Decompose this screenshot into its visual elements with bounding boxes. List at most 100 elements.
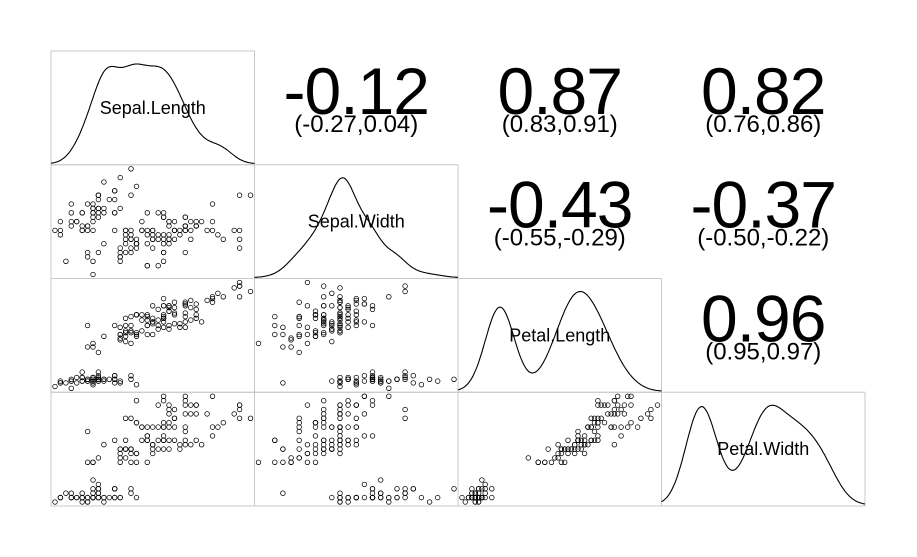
scatter-point: [312, 330, 319, 336]
scatter-point: [329, 338, 335, 345]
scatter-point: [465, 494, 472, 501]
scatter-point: [562, 459, 568, 465]
scatter-point: [139, 328, 145, 334]
scatter-point: [410, 380, 416, 386]
scatter-point: [581, 437, 588, 443]
scatter-point: [272, 459, 278, 465]
scatter-point: [337, 380, 343, 386]
scatter-point: [575, 428, 581, 435]
scatter-point: [166, 406, 172, 413]
scatter-point: [128, 166, 134, 172]
scatter-point: [117, 450, 123, 457]
scatter-point: [133, 333, 140, 339]
scatter-point: [329, 322, 335, 329]
scatter-point: [122, 455, 129, 461]
scatter-point: [247, 192, 254, 198]
scatter-point: [128, 322, 134, 329]
scatter-point: [558, 450, 565, 457]
scatter-point: [166, 437, 172, 443]
scatter-point: [68, 376, 74, 382]
scatter-point: [122, 437, 129, 443]
scatter-point: [621, 411, 628, 417]
scatter-point: [177, 227, 183, 234]
scatter-point: [204, 297, 210, 304]
scatter-point: [618, 424, 624, 430]
scatter-point: [160, 437, 167, 443]
scatter-point: [288, 335, 294, 341]
scatter-point: [418, 382, 425, 388]
scatter-point: [345, 306, 351, 313]
scatter-point: [410, 373, 416, 379]
scatter-point: [84, 376, 91, 382]
scatter-point: [215, 232, 221, 238]
scatter-point: [182, 313, 188, 320]
scatter-point: [193, 306, 199, 313]
scatter-point: [133, 331, 140, 338]
scatter-point: [139, 312, 145, 318]
scatter-point: [378, 374, 384, 381]
scatter-point: [171, 406, 178, 413]
scatter-point: [166, 303, 172, 309]
scatter-point: [133, 312, 140, 318]
scatter-point: [353, 312, 359, 318]
scatter-point: [155, 236, 161, 242]
scatter-point: [236, 294, 243, 300]
scatter-point: [296, 420, 302, 426]
scatter-point: [171, 236, 178, 242]
scatter-point: [378, 376, 384, 382]
scatter-panel-petal-width-vs-sepal-width: [254, 391, 459, 507]
scatter-point: [337, 310, 343, 316]
scatter-point: [648, 415, 654, 421]
scatter-point: [337, 304, 343, 311]
scatter-point: [144, 424, 150, 430]
scatter-point: [337, 285, 343, 291]
scatter-point: [182, 301, 188, 307]
scatter-point: [558, 459, 565, 465]
scatter-point: [426, 376, 433, 382]
scatter-point: [361, 301, 368, 307]
scatter-point: [101, 378, 107, 384]
scatter-point: [182, 402, 188, 408]
scatter-point: [90, 271, 96, 278]
scatter-point: [171, 304, 178, 311]
confidence-interval: (-0.55,-0.29): [494, 225, 626, 252]
scatter-point: [369, 433, 376, 439]
scatter-point: [150, 442, 156, 448]
scatter-point: [378, 378, 384, 384]
scatter-point: [451, 486, 457, 492]
scatter-point: [345, 374, 351, 381]
scatter-point: [90, 459, 96, 465]
scatter-point: [555, 442, 561, 448]
scatter-point: [150, 424, 156, 430]
scatter-point: [361, 378, 368, 384]
scatter-point: [160, 324, 167, 330]
scatter-point: [296, 315, 302, 321]
scatter-point: [337, 378, 343, 384]
scatter-point: [601, 420, 608, 426]
scatter-point: [122, 330, 129, 336]
scatter-point: [353, 374, 359, 381]
scatter-point: [117, 331, 123, 338]
scatter-point: [182, 249, 188, 256]
scatter-point: [160, 446, 167, 452]
scatter-point: [95, 455, 102, 461]
scatter-point: [182, 393, 188, 399]
scatter-point: [79, 369, 85, 375]
scatter-point: [272, 437, 278, 443]
scatter-point: [57, 227, 64, 234]
scatter-point: [272, 331, 278, 338]
scatter-point: [144, 210, 150, 216]
scatter-point: [548, 459, 555, 465]
scatter-point: [479, 494, 485, 501]
scatter-point: [188, 227, 194, 234]
scatter-point: [128, 376, 134, 382]
scatter-panel-petal-length-vs-sepal-width: [254, 278, 459, 393]
scatter-point: [578, 442, 584, 448]
scatter-point: [591, 437, 598, 443]
scatter-point: [353, 437, 359, 443]
scatter-point: [296, 349, 302, 356]
scatter-point: [615, 393, 621, 399]
scatter-point: [139, 437, 145, 443]
scatter-point: [160, 315, 167, 321]
confidence-interval: (-0.27,0.04): [294, 111, 418, 138]
